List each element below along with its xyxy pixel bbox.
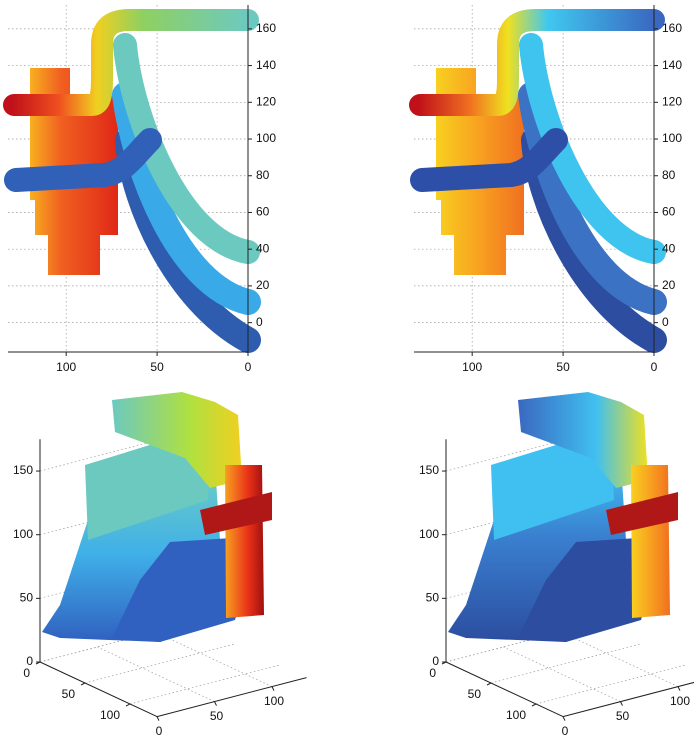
y-tick-label: 120 [256, 94, 276, 108]
x-tick [487, 683, 491, 685]
x-tick-label: 100 [56, 360, 76, 374]
y-tick-label: 20 [256, 278, 270, 292]
y-tick-label: 100 [670, 694, 690, 708]
x-tick-label: 100 [100, 708, 120, 722]
x-tick-label: 50 [150, 360, 164, 374]
grid-line [491, 644, 641, 683]
y-tick-label: 0 [256, 315, 263, 329]
y-tick-label: 100 [662, 131, 682, 145]
grid-line [561, 632, 678, 687]
y-tick-label: 60 [662, 205, 676, 219]
panel: 0 20 40 60 80 100 120 140 160 100 50 0 [414, 5, 682, 374]
z-tick-label: 50 [20, 591, 34, 605]
figure: 0 20 40 60 80 100 120 140 160 100 50 0 0 20 40 60 80 100… [0, 0, 694, 736]
y-axis [157, 678, 307, 717]
y-tick-label: 120 [662, 94, 682, 108]
y-tick-label: 80 [662, 168, 676, 182]
y-tick-label: 0 [562, 724, 569, 736]
y-tick-label: 160 [662, 21, 682, 35]
x-tick-label: 0 [429, 666, 436, 680]
x-tick [81, 683, 85, 685]
y-tick-label: 0 [662, 315, 669, 329]
x-tick-label: 0 [245, 360, 252, 374]
y-tick-label: 100 [256, 131, 276, 145]
grid-line [504, 647, 621, 702]
page: {"chart_data": [ {"type": "surface-view"… [0, 0, 694, 736]
grid-line [130, 665, 280, 704]
z-tick-label: 100 [419, 527, 439, 541]
x-axis [446, 662, 563, 717]
y-tick-label: 60 [256, 205, 270, 219]
y-tick-label: 160 [256, 21, 276, 35]
y-tick [157, 717, 159, 721]
x-tick-label: 50 [62, 687, 76, 701]
y-tick-label: 80 [256, 168, 270, 182]
y-tick-label: 50 [210, 709, 224, 723]
y-tick-label: 40 [256, 241, 270, 255]
x-tick [532, 704, 536, 706]
y-tick-label: 140 [256, 58, 276, 72]
y-tick-label: 0 [156, 724, 163, 736]
block [225, 465, 264, 618]
x-tick-label: 100 [462, 360, 482, 374]
y-tick [272, 687, 274, 691]
y-tick-label: 140 [662, 58, 682, 72]
y-tick [678, 687, 680, 691]
y-tick-label: 20 [662, 278, 676, 292]
z-tick-label: 150 [13, 463, 33, 477]
z-tick-label: 50 [426, 591, 440, 605]
panel: 0 20 40 60 80 100 120 140 160 100 50 0 [8, 5, 276, 374]
y-tick [215, 702, 217, 706]
grid-line [98, 647, 215, 702]
block [631, 465, 670, 618]
y-tick [563, 717, 565, 721]
y-tick-label: 50 [616, 709, 630, 723]
z-tick-label: 100 [13, 527, 33, 541]
y-tick-label: 100 [264, 694, 284, 708]
grid-line [155, 632, 272, 687]
x-tick-label: 50 [556, 360, 570, 374]
y-tick-label: 40 [662, 241, 676, 255]
x-tick [126, 704, 130, 706]
x-tick-label: 0 [23, 666, 30, 680]
x-axis [40, 662, 157, 717]
x-tick-label: 0 [651, 360, 658, 374]
grid-line [536, 665, 686, 704]
z-tick-label: 150 [419, 463, 439, 477]
grid-line [85, 644, 235, 683]
x-tick-label: 50 [468, 687, 482, 701]
y-tick [621, 702, 623, 706]
x-tick-label: 100 [506, 708, 526, 722]
